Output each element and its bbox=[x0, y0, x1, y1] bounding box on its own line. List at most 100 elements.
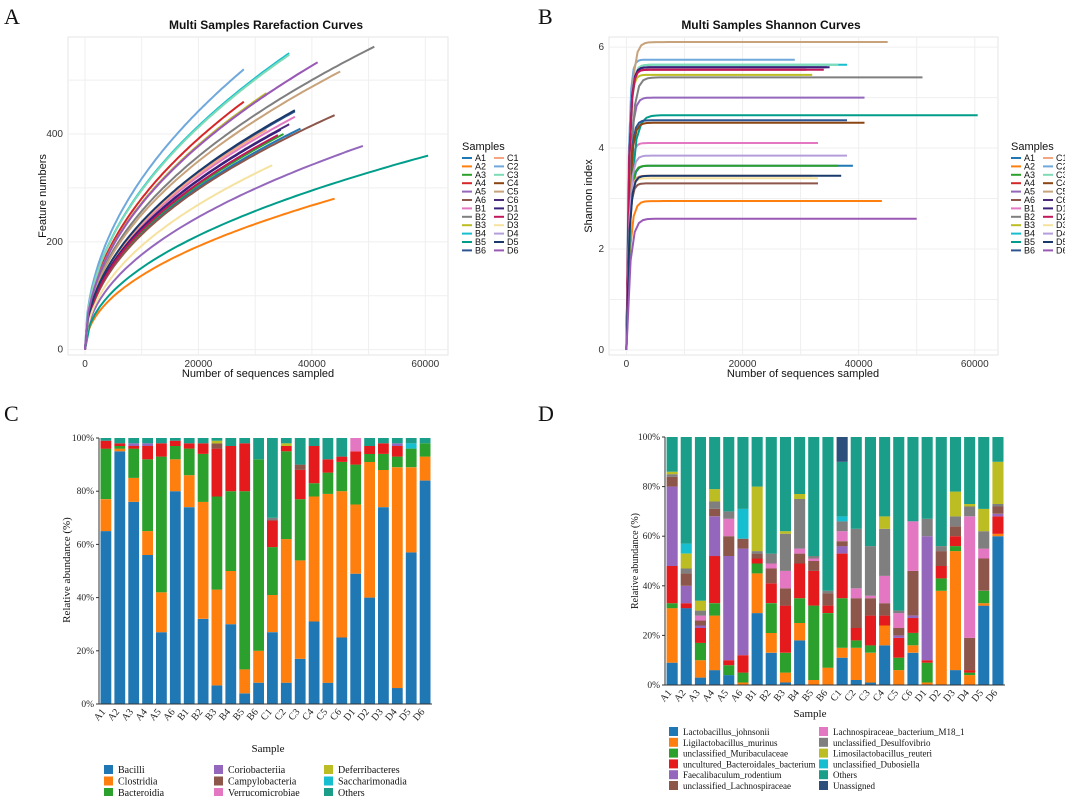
legend-label: Limosilactobacillus_reuteri bbox=[833, 749, 932, 759]
bar-segment bbox=[267, 438, 278, 518]
legend-label: C1 bbox=[507, 153, 519, 163]
bar-segment bbox=[879, 575, 891, 604]
series-lines bbox=[84, 45, 429, 350]
bar-segment bbox=[666, 476, 678, 487]
axis-ticks: 0 20000 40000 60000 0 2 4 6 bbox=[598, 42, 989, 370]
bar-segment bbox=[836, 657, 848, 685]
bar-segment bbox=[765, 583, 777, 604]
bar-segment bbox=[128, 501, 140, 704]
legend-label: C1 bbox=[1056, 153, 1065, 163]
bar-segment bbox=[350, 504, 362, 574]
legend-swatch bbox=[669, 727, 678, 736]
series-line-b2 bbox=[84, 45, 375, 350]
bar-segment bbox=[694, 628, 706, 643]
bar-segment bbox=[211, 589, 223, 686]
legend-label: Ligilactobacillus_murinus bbox=[683, 738, 778, 748]
legend-label: C6 bbox=[507, 195, 519, 205]
bar-segment bbox=[100, 440, 112, 449]
legend-label: D1 bbox=[1056, 203, 1065, 213]
legend-swatch bbox=[324, 776, 333, 786]
y-tick-label: 60% bbox=[643, 532, 661, 542]
bar-segment bbox=[364, 597, 375, 704]
panel-letter-c: C bbox=[4, 401, 19, 426]
bar-segment bbox=[850, 628, 862, 641]
legend-label: Verrucomicrobiae bbox=[228, 788, 300, 796]
series-line-d3 bbox=[84, 164, 273, 350]
bar-segment bbox=[978, 558, 990, 591]
bar-segment bbox=[211, 438, 223, 441]
bar-segment bbox=[765, 603, 777, 633]
bar-segment bbox=[709, 556, 721, 604]
legend-title: Samples bbox=[462, 141, 505, 153]
legend-label: B1 bbox=[475, 203, 486, 213]
x-tick-label: C6 bbox=[899, 688, 915, 704]
legend-label: D2 bbox=[507, 212, 519, 222]
x-tick-label: 0 bbox=[624, 359, 630, 370]
bar-segment bbox=[836, 598, 848, 648]
y-tick-label: 20% bbox=[643, 631, 661, 641]
bar-segment bbox=[350, 451, 362, 465]
series-line-a2 bbox=[84, 197, 335, 350]
bar-segment bbox=[211, 440, 223, 444]
x-tick-label: 40000 bbox=[845, 359, 873, 370]
legend-swatch bbox=[324, 788, 333, 796]
bar-segment bbox=[850, 528, 862, 589]
bar-segment bbox=[836, 437, 848, 462]
legend-swatch bbox=[214, 776, 223, 786]
y-tick-label: 0 bbox=[57, 345, 63, 356]
legend-swatch bbox=[819, 737, 828, 747]
bar-segment bbox=[765, 632, 777, 653]
legend-label: Unassigned bbox=[833, 781, 875, 791]
legend-label: A2 bbox=[475, 161, 486, 171]
x-tick-label: B6 bbox=[814, 688, 830, 704]
bar-segment bbox=[211, 443, 223, 449]
bar-segment bbox=[765, 437, 777, 554]
bar-segment bbox=[694, 677, 706, 685]
legend-swatch bbox=[669, 781, 678, 790]
bar-segment bbox=[808, 680, 820, 685]
legend-label: B6 bbox=[1024, 245, 1035, 255]
legend-label: uncultured_Bacteroidales_bacterium bbox=[683, 759, 815, 769]
bar-segment bbox=[879, 603, 891, 616]
legend-label: Lachnospiraceae_bacterium_M18_1 bbox=[833, 727, 964, 737]
x-tick-label: D6 bbox=[984, 688, 1000, 704]
series-line-d2 bbox=[625, 68, 824, 351]
legend-label: B3 bbox=[1024, 220, 1035, 230]
legend-label: D1 bbox=[507, 203, 519, 213]
bar-segment bbox=[864, 598, 876, 616]
bar-segment bbox=[364, 438, 375, 446]
bar-segment bbox=[294, 469, 306, 500]
bar-segment bbox=[808, 558, 820, 561]
bar-segment bbox=[907, 652, 919, 685]
bar-segment bbox=[935, 551, 947, 566]
bar-segment bbox=[723, 536, 735, 556]
legend: BacilliClostridiaBacteroidiaDesulfovibri… bbox=[104, 765, 407, 796]
legend-label: Saccharimonadia bbox=[338, 777, 407, 788]
x-tick-label: B3 bbox=[772, 688, 788, 704]
legend-label: Bacteroidia bbox=[118, 788, 165, 796]
bar-segment bbox=[225, 446, 237, 492]
bar-segment bbox=[822, 667, 834, 685]
bar-segment bbox=[907, 437, 919, 522]
bar-segment bbox=[128, 446, 140, 449]
x-tick-label: C3 bbox=[857, 688, 873, 704]
bar-segment bbox=[808, 605, 820, 680]
bar-segment bbox=[156, 456, 167, 593]
x-tick-label: D4 bbox=[956, 688, 972, 704]
bar-segment bbox=[128, 443, 140, 446]
bar-segment bbox=[169, 438, 181, 441]
bar-segment bbox=[197, 438, 209, 444]
bar-segment bbox=[822, 593, 834, 606]
series-line-b1 bbox=[625, 142, 818, 351]
bar-segment bbox=[156, 443, 167, 457]
bar-segment bbox=[267, 520, 278, 548]
bar-segment bbox=[405, 438, 417, 444]
bar-segment bbox=[666, 603, 678, 609]
legend-label: unclassified_Lachnospiraceae bbox=[683, 781, 791, 791]
stacked-bars bbox=[100, 438, 431, 704]
bar-segment bbox=[225, 438, 237, 446]
legend-label: Deferribacteres bbox=[338, 765, 400, 776]
legend-label: C5 bbox=[507, 187, 519, 197]
bar-segment bbox=[211, 496, 223, 590]
bar-segment bbox=[907, 632, 919, 646]
